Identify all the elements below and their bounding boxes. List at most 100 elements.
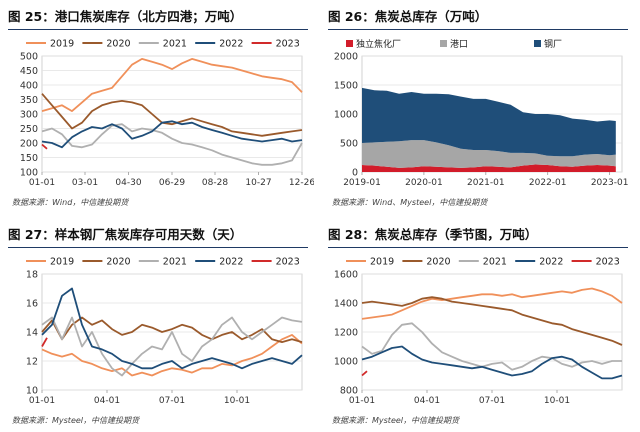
x-tick-label: 2022-01 — [529, 178, 567, 188]
y-tick-label: 1000 — [334, 357, 358, 368]
y-tick-label: 10 — [26, 386, 38, 397]
x-tick-label: 10-27 — [245, 178, 271, 188]
chart-panel-28: 图 28：焦炭总库存（季节图，万吨） 2019 2020 2021 2022 2023 8… — [322, 220, 634, 430]
series-line-2021 — [41, 123, 303, 166]
legend-swatch-独立焦化厂 — [346, 40, 353, 47]
legend-label-2020: 2020 — [106, 257, 130, 268]
x-tick-label: 2020-01 — [405, 178, 443, 188]
y-tick-label: 14 — [26, 328, 38, 339]
x-tick-label: 06-29 — [159, 178, 185, 188]
y-tick-label: 18 — [26, 270, 38, 281]
series-line-2020 — [41, 316, 303, 343]
y-tick-label: 500 — [20, 52, 38, 63]
x-tick-label: 01-01 — [349, 396, 375, 406]
y-tick-label: 1000 — [334, 110, 358, 121]
legend-label-2022: 2022 — [539, 257, 563, 268]
legend-label-2022: 2022 — [219, 39, 243, 50]
area-钢厂 — [362, 87, 616, 157]
y-tick-label: 350 — [20, 95, 38, 106]
total-coke-inventory-area-chart: 独立焦化厂 港口 钢厂 0 500 1000 1500 2000 2019-01 2020-01 2… — [334, 38, 629, 188]
y-tick-label: 250 — [20, 124, 38, 135]
legend-label-2023: 2023 — [276, 257, 300, 268]
data-source: 数据来源：Wind、Mysteel，中信建投期货 — [332, 198, 488, 207]
total-coke-seasonal-chart: 2019 2020 2021 2022 2023 800 1000 1200 1400 1600 0… — [334, 257, 623, 406]
y-tick-label: 2000 — [334, 52, 358, 63]
x-tick-label: 01-01 — [29, 178, 55, 188]
chart-panel-27: 图 27：样本钢厂焦炭库存可用天数（天） 2019 2020 2021 2022 202… — [2, 220, 314, 430]
data-source: 数据来源：Wind，中信建投期货 — [12, 198, 129, 207]
y-tick-label: 16 — [26, 299, 38, 310]
x-tick-label: 07-01 — [479, 396, 505, 406]
series-line-2022 — [361, 345, 623, 380]
legend-label-港口: 港口 — [450, 38, 468, 50]
y-tick-label: 500 — [340, 139, 358, 150]
legend-label-2022: 2022 — [219, 257, 243, 268]
x-tick-label: 12-26 — [289, 178, 314, 188]
legend-label-2021: 2021 — [483, 257, 507, 268]
title-rule — [8, 247, 308, 248]
series-line-2022 — [41, 120, 303, 149]
chart-title: 图 25：港口焦炭库存（北方四港；万吨） — [8, 9, 243, 24]
series-line-2022 — [41, 287, 303, 370]
series-line-2020 — [361, 296, 623, 346]
y-tick-label: 1200 — [334, 328, 358, 339]
series-line-2021 — [41, 316, 303, 377]
series-line-2019 — [361, 287, 623, 320]
y-tick-label: 150 — [20, 153, 38, 164]
area-独立焦化厂 — [362, 164, 616, 172]
series-line-2023 — [41, 143, 48, 150]
legend-label-2020: 2020 — [426, 257, 450, 268]
series-line-2019 — [41, 57, 303, 112]
legend-label-2021: 2021 — [163, 39, 187, 50]
y-tick-label: 450 — [20, 66, 38, 77]
data-source: 数据来源：Mysteel，中信建投期货 — [332, 416, 460, 425]
legend-label-2019: 2019 — [50, 257, 74, 268]
chart-panel-26: 图 26：焦炭总库存（万吨） 独立焦化厂 港口 钢厂 0 500 1000 1500 2000… — [322, 2, 634, 212]
series-line-2019 — [41, 334, 303, 377]
title-rule — [328, 29, 628, 30]
x-tick-label: 2019-01 — [343, 178, 381, 188]
legend-label-钢厂: 钢厂 — [544, 38, 562, 50]
legend-label-2023: 2023 — [276, 39, 300, 50]
series-line-2023 — [41, 337, 48, 347]
y-tick-label: 400 — [20, 81, 38, 92]
title-rule — [8, 29, 308, 30]
y-tick-label: 1400 — [334, 299, 358, 310]
chart-title: 图 26：焦炭总库存（万吨） — [328, 9, 488, 24]
legend-label-2019: 2019 — [50, 39, 74, 50]
series-line-2023 — [361, 370, 368, 377]
y-tick-label: 1600 — [334, 270, 358, 281]
port-coke-inventory-chart: 2019 2020 2021 2022 2023 100 150 200 250 300 350 40… — [20, 39, 314, 189]
chart-panel-25: 图 25：港口焦炭库存（北方四港；万吨） 2019 2020 2021 2022 202… — [2, 2, 314, 212]
y-tick-label: 800 — [340, 386, 358, 397]
x-tick-label: 03-01 — [72, 178, 98, 188]
y-tick-label: 200 — [20, 139, 38, 150]
legend-label-2023: 2023 — [596, 257, 620, 268]
legend-label-独立焦化厂: 独立焦化厂 — [356, 38, 401, 50]
chart-title: 图 27：样本钢厂焦炭库存可用天数（天） — [8, 227, 243, 242]
x-tick-label: 01-01 — [29, 396, 55, 406]
x-tick-label: 10-01 — [224, 396, 250, 406]
legend-label-2020: 2020 — [106, 39, 130, 50]
legend-label-2019: 2019 — [370, 257, 394, 268]
x-tick-label: 04-01 — [94, 396, 120, 406]
x-tick-label: 08-28 — [202, 178, 228, 188]
y-tick-label: 12 — [26, 357, 38, 368]
legend-swatch-钢厂 — [534, 40, 541, 47]
series-line-2020 — [41, 93, 303, 137]
y-tick-label: 1500 — [334, 81, 358, 92]
title-rule — [328, 247, 628, 248]
x-tick-label: 04-01 — [414, 396, 440, 406]
chart-title: 图 28：焦炭总库存（季节图，万吨） — [328, 227, 538, 242]
y-tick-label: 0 — [352, 168, 358, 179]
legend-swatch-港口 — [440, 40, 447, 47]
x-tick-label: 04-30 — [115, 178, 141, 188]
x-tick-label: 2023-01 — [591, 178, 629, 188]
y-tick-label: 300 — [20, 110, 38, 121]
y-tick-label: 100 — [20, 168, 38, 179]
x-tick-label: 10-01 — [544, 396, 570, 406]
x-tick-label: 2021-01 — [467, 178, 505, 188]
data-source: 数据来源：Mysteel，中信建投期货 — [12, 416, 140, 425]
area-港口 — [362, 140, 616, 168]
x-tick-label: 07-01 — [159, 396, 185, 406]
